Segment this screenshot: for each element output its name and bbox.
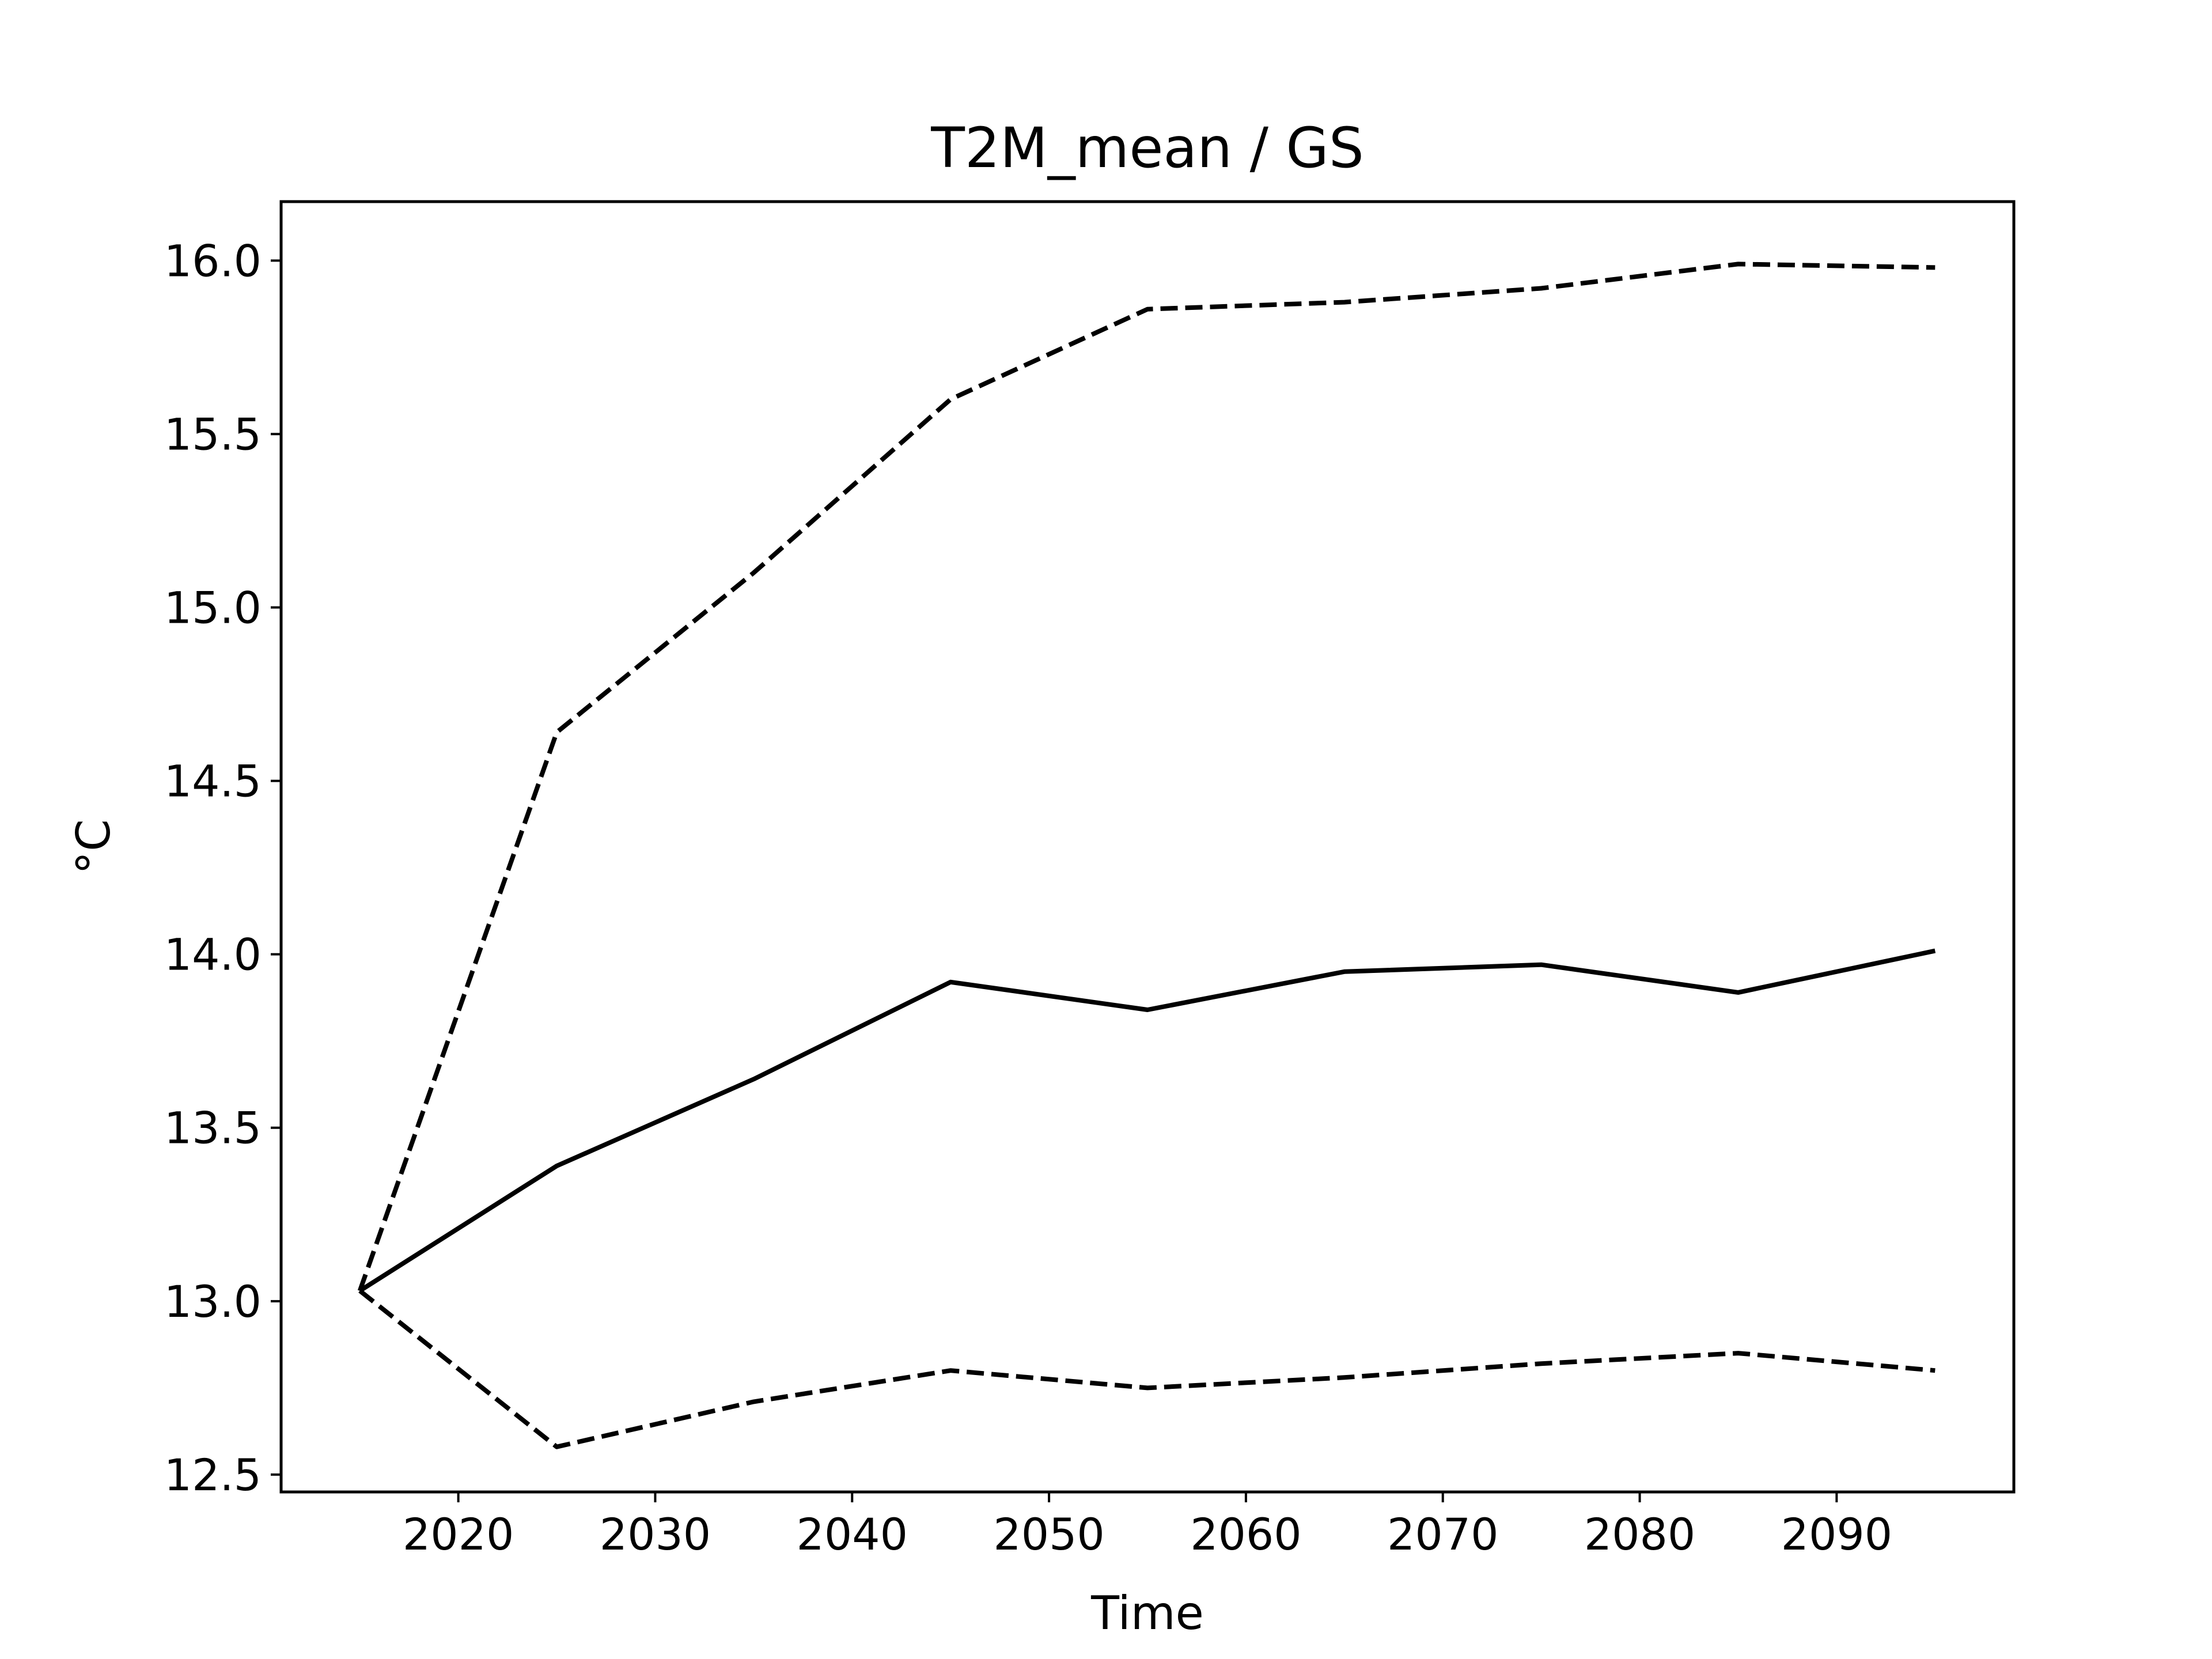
- y-tick-label: 16.0: [164, 235, 262, 286]
- y-tick-label: 12.5: [164, 1449, 262, 1501]
- series-line-3-dashed: [358, 1289, 1936, 1449]
- y-tick-label: 13.0: [164, 1276, 262, 1327]
- x-axis-ticks: 2020 2030 2040 2050 2060 2070 2080 2090: [403, 1492, 1892, 1560]
- series-line-2-solid: [358, 948, 1936, 1293]
- x-tick-label: 2080: [1584, 1509, 1695, 1560]
- y-tick-label: 14.0: [164, 929, 262, 980]
- y-axis-ticks: 12.5 13.0 13.5 14.0 14.5 15.0 15.5 16.0: [164, 235, 281, 1501]
- plot-frame: [279, 200, 2016, 1494]
- x-axis-label: Time: [1090, 1586, 1204, 1640]
- y-tick-label: 15.0: [164, 582, 262, 634]
- series-lines: [357, 262, 1936, 1449]
- x-tick-label: 2040: [797, 1509, 908, 1560]
- y-tick-label: 15.5: [164, 408, 262, 460]
- chart-title: T2M_mean / GS: [930, 116, 1364, 180]
- x-tick-label: 2070: [1387, 1509, 1498, 1560]
- y-axis-label: °C: [67, 819, 120, 874]
- x-tick-label: 2060: [1190, 1509, 1301, 1560]
- x-tick-label: 2020: [403, 1509, 514, 1560]
- x-tick-label: 2030: [600, 1509, 711, 1560]
- series-line-1-dashed: [357, 262, 1936, 1292]
- x-tick-label: 2050: [993, 1509, 1104, 1560]
- x-tick-label: 2090: [1781, 1509, 1892, 1560]
- y-tick-label: 13.5: [164, 1103, 262, 1154]
- y-tick-label: 14.5: [164, 756, 262, 807]
